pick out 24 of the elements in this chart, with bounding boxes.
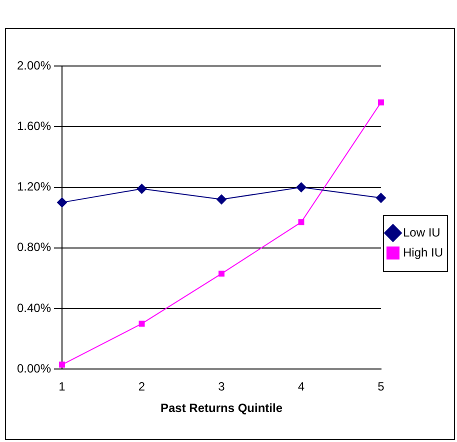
legend-label: High IU bbox=[402, 245, 443, 260]
point bbox=[298, 219, 304, 226]
x-tick-label: 5 bbox=[378, 380, 385, 394]
x-tick-label: 2 bbox=[138, 380, 146, 394]
x-tick-label: 1 bbox=[58, 380, 66, 394]
point bbox=[376, 192, 386, 203]
y-tick-label: 1.20% bbox=[16, 180, 52, 194]
y-tick-label: 0.40% bbox=[16, 300, 52, 315]
legend-label: Low IU bbox=[402, 225, 440, 240]
x-tick-label: 3 bbox=[218, 380, 226, 394]
point bbox=[138, 320, 145, 327]
point bbox=[136, 184, 147, 194]
point bbox=[59, 362, 65, 368]
y-tick-label: 0.00% bbox=[16, 362, 52, 376]
point bbox=[296, 182, 306, 192]
y-tick-label: 2.00% bbox=[16, 58, 52, 72]
y-tick-label: 0.80% bbox=[16, 240, 52, 254]
point bbox=[216, 194, 227, 204]
point bbox=[378, 99, 384, 106]
y-tick-label: 1.60% bbox=[16, 118, 52, 133]
point bbox=[218, 270, 224, 277]
x-tick-label: 4 bbox=[298, 380, 305, 394]
point bbox=[57, 197, 68, 208]
x-axis-title: Past Returns Quintile bbox=[160, 401, 283, 416]
